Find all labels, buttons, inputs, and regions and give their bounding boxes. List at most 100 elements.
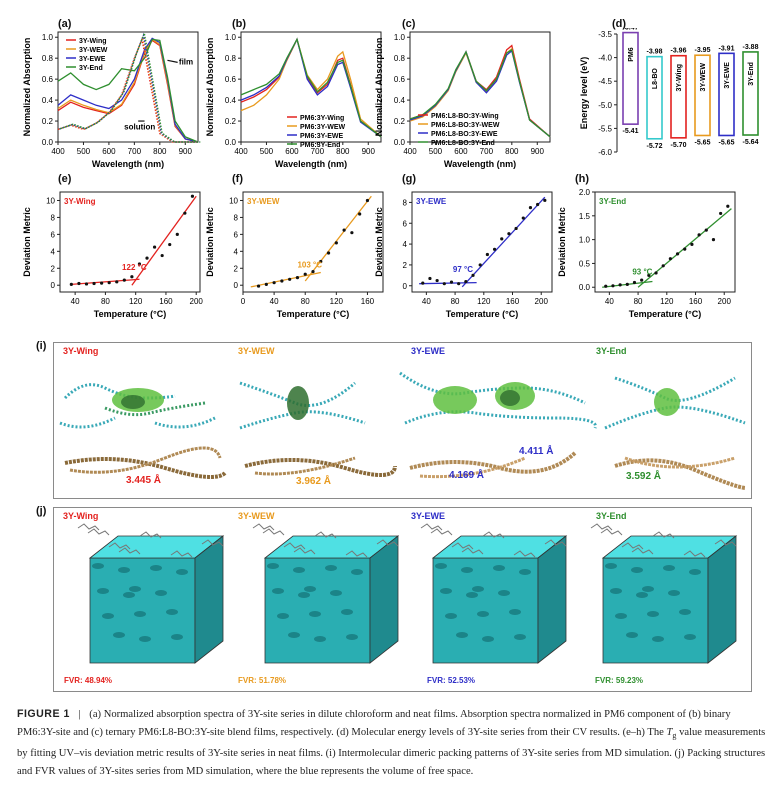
data-point: [683, 247, 687, 251]
pore-texture: [155, 590, 167, 596]
material-label: 3Y-End: [748, 62, 755, 86]
y-tick-label: 4: [403, 240, 408, 249]
x-tick-label: 800: [336, 147, 350, 156]
x-tick-label: 600: [454, 147, 468, 156]
box-label-ewe: 3Y-EWE: [411, 511, 446, 521]
data-point: [256, 284, 261, 288]
box-label-wew: 3Y-WEW: [238, 511, 275, 521]
homo-label: -5.72: [647, 143, 663, 150]
plot-frame: [411, 191, 553, 293]
y-tick-label: 2: [403, 261, 408, 270]
side-chain: [376, 539, 399, 547]
panel-label-b: (b): [232, 18, 247, 30]
side-chain: [652, 531, 675, 539]
pore-texture: [341, 609, 353, 615]
panel-label-a: (a): [58, 18, 72, 30]
data-point: [640, 278, 644, 282]
pore-texture: [134, 611, 146, 617]
caption-sep: |: [78, 709, 81, 720]
pore-texture: [519, 569, 531, 575]
data-point: [543, 198, 547, 202]
data-point: [326, 251, 331, 255]
data-point: [464, 279, 468, 284]
lumo-label: -3.98: [647, 49, 663, 56]
y-axis-label: Deviation Metric: [374, 207, 384, 277]
side-chain: [544, 539, 567, 547]
pore-texture: [652, 636, 664, 642]
data-point: [654, 271, 658, 275]
data-point: [442, 282, 446, 286]
y-tick-label: -6.0: [598, 148, 612, 157]
x-tick-label: 400: [51, 147, 65, 156]
y-tick-label: 8: [51, 213, 56, 222]
data-point: [115, 280, 119, 284]
x-tick-label: 600: [102, 147, 116, 156]
y-tick-label: 0.4: [225, 96, 237, 105]
side-chain: [631, 547, 654, 555]
data-point: [719, 211, 723, 216]
data-point: [152, 245, 157, 249]
y-tick-label: 6: [234, 230, 239, 239]
data-point: [661, 264, 665, 268]
data-point: [690, 242, 694, 246]
packing-boxes: [77, 523, 738, 664]
y-tick-label: 1.0: [394, 33, 406, 42]
data-point: [342, 228, 346, 232]
lumo-label: -3.47: [623, 28, 639, 32]
distance-end: 3.592 Å: [626, 471, 662, 482]
dimer-label-wing: 3Y-Wing: [63, 346, 99, 356]
data-point: [190, 194, 195, 198]
energy-bar: [622, 31, 639, 125]
y-axis-label: Deviation Metric: [205, 207, 215, 277]
side-chain: [314, 531, 337, 539]
fit-line-low: [419, 281, 477, 285]
solution-line: [60, 30, 201, 143]
pore-texture: [610, 588, 622, 594]
tg-annotation: 97 °C: [453, 265, 473, 274]
y-tick-label: 0.2: [394, 117, 406, 126]
tg-annotation: 122 °C: [122, 263, 147, 272]
x-tick-label: 80: [101, 297, 110, 306]
x-tick-label: 800: [505, 147, 519, 156]
energy-bar: [670, 54, 687, 139]
x-tick-label: 500: [260, 147, 274, 156]
y-tick-label: 10: [229, 196, 238, 205]
series-line: [240, 37, 382, 138]
x-tick-label: 80: [451, 297, 460, 306]
pore-texture: [663, 565, 675, 571]
data-point: [334, 241, 338, 245]
x-tick-label: 800: [153, 147, 167, 156]
data-point: [611, 284, 615, 288]
y-axis-label: Normalized Absorption: [22, 38, 32, 137]
dimer-label-end: 3Y-End: [596, 346, 627, 356]
legend-label: PM6:L8-BO:3Y-WEW: [431, 122, 500, 129]
y-tick-label: 0.8: [42, 54, 54, 63]
distance-wing: 3.445 Å: [126, 475, 162, 486]
fit-line-high: [461, 196, 546, 288]
material-label: PM6: [628, 47, 635, 62]
pore-texture: [267, 563, 279, 569]
legend-label: PM6:3Y-EWE: [300, 133, 344, 140]
x-axis-label: Wavelength (nm): [275, 159, 347, 169]
plot-frame: [242, 191, 384, 293]
pore-texture: [102, 613, 114, 619]
chart-title: 3Y-End: [599, 197, 626, 206]
dimer-label-ewe: 3Y-EWE: [411, 346, 446, 356]
side-chain: [139, 531, 162, 539]
legend-label: 3Y-WEW: [79, 47, 108, 54]
side-chain: [420, 523, 443, 531]
x-tick-label: 400: [234, 147, 248, 156]
pore-texture: [118, 567, 130, 573]
dimer-end: [604, 376, 746, 490]
pore-texture: [615, 613, 627, 619]
x-axis-label: Wavelength (nm): [92, 159, 164, 169]
data-point: [471, 273, 475, 277]
side-chain: [683, 550, 706, 558]
data-point: [428, 276, 432, 281]
data-point: [647, 273, 651, 277]
side-chain: [87, 528, 110, 536]
side-chain: [482, 531, 505, 539]
x-axis-label: Temperature (°C): [446, 309, 518, 319]
y-tick-label: 0: [234, 281, 239, 290]
panel-label-f: (f): [232, 173, 243, 185]
